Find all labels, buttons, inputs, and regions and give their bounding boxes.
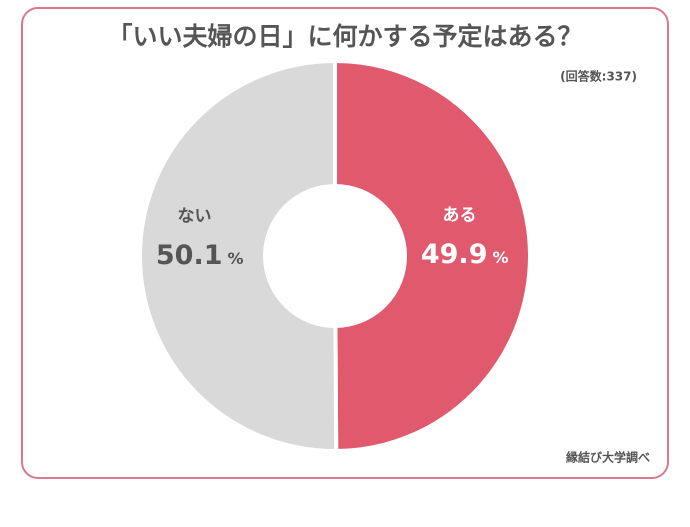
value-label: 50.1 (156, 240, 223, 271)
subtitle: (回答数:337) (560, 69, 637, 84)
chart-title: 「いい夫婦の日」に何かする予定はある？ (107, 22, 582, 51)
category-label: ある (442, 206, 476, 226)
value-label: 49.9 (421, 239, 488, 270)
unit-label: % (492, 248, 508, 267)
unit-label: % (228, 249, 244, 268)
slice (333, 58, 532, 454)
slice (138, 58, 339, 453)
category-label: ない (178, 206, 212, 226)
source: 縁結び大学調べ (566, 450, 650, 465)
